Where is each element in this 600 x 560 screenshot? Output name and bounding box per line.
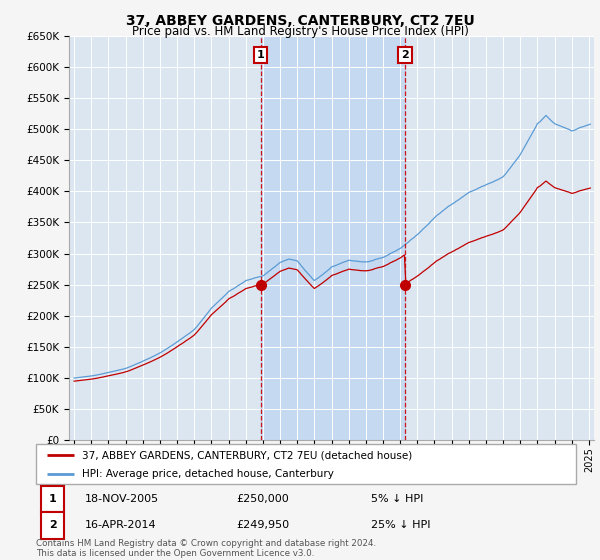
Text: 37, ABBEY GARDENS, CANTERBURY, CT2 7EU (detached house): 37, ABBEY GARDENS, CANTERBURY, CT2 7EU (… [82, 450, 412, 460]
Text: 5% ↓ HPI: 5% ↓ HPI [371, 494, 423, 504]
Bar [41, 512, 64, 539]
Bar [261, 36, 405, 440]
Text: 2: 2 [49, 520, 56, 530]
Text: Price paid vs. HM Land Registry's House Price Index (HPI): Price paid vs. HM Land Registry's House … [131, 25, 469, 38]
Text: 25% ↓ HPI: 25% ↓ HPI [371, 520, 430, 530]
Text: 16-APR-2014: 16-APR-2014 [85, 520, 156, 530]
Bar [41, 486, 64, 512]
Text: HPI: Average price, detached house, Canterbury: HPI: Average price, detached house, Cant… [82, 469, 334, 479]
Text: £250,000: £250,000 [236, 494, 289, 504]
Text: 18-NOV-2005: 18-NOV-2005 [85, 494, 159, 504]
Text: 37, ABBEY GARDENS, CANTERBURY, CT2 7EU: 37, ABBEY GARDENS, CANTERBURY, CT2 7EU [125, 14, 475, 28]
Text: Contains HM Land Registry data © Crown copyright and database right 2024.
This d: Contains HM Land Registry data © Crown c… [36, 539, 376, 558]
Text: 2: 2 [401, 50, 409, 60]
Text: 1: 1 [257, 50, 265, 60]
Text: 1: 1 [49, 494, 56, 504]
Text: £249,950: £249,950 [236, 520, 289, 530]
